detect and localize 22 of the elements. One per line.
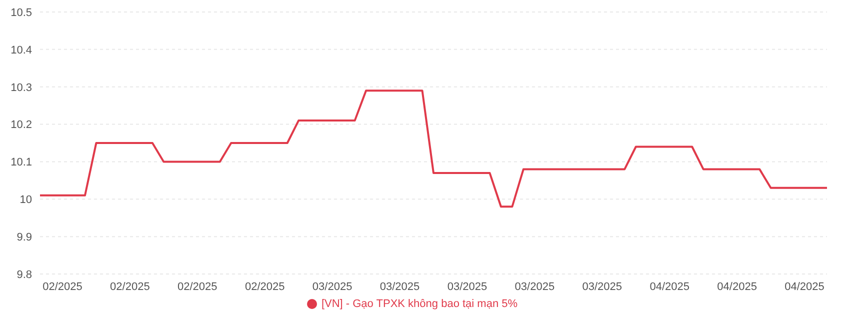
x-tick-label: 03/2025 <box>514 280 555 293</box>
y-tick-label: 9.8 <box>16 268 32 281</box>
y-tick-label: 10.2 <box>10 119 32 132</box>
x-tick-label: 04/2025 <box>784 280 824 293</box>
x-tick-label: 03/2025 <box>380 280 420 293</box>
y-tick-label: 9.9 <box>16 231 32 244</box>
legend-label: [VN] - Gạo TPXK không bao tại mạn 5% <box>321 298 518 310</box>
x-tick-label: 03/2025 <box>447 280 488 293</box>
x-tick-label: 04/2025 <box>717 280 757 293</box>
y-tick-label: 10.4 <box>10 44 32 56</box>
x-tick-label: 03/2025 <box>312 280 352 293</box>
y-tick-label: 10.3 <box>10 82 32 94</box>
y-tick-label: 10 <box>20 194 32 206</box>
x-tick-label: 03/2025 <box>582 280 622 293</box>
y-tick-label: 10.5 <box>10 6 32 19</box>
y-tick-label: 10.1 <box>10 156 32 169</box>
x-tick-label: 02/2025 <box>244 280 285 293</box>
line-series <box>39 90 828 208</box>
x-tick-label: 02/2025 <box>178 280 218 293</box>
x-tick-label: 02/2025 <box>110 280 150 293</box>
x-tick-label: 04/2025 <box>650 280 690 293</box>
x-tick-label: 02/2025 <box>42 280 82 293</box>
